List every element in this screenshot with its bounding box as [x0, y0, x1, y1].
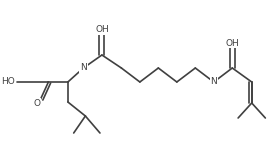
- Text: O: O: [33, 98, 40, 108]
- Text: HO: HO: [2, 77, 15, 87]
- Text: OH: OH: [95, 25, 109, 35]
- Text: N: N: [210, 77, 217, 87]
- Text: N: N: [80, 64, 87, 73]
- Text: OH: OH: [225, 38, 239, 47]
